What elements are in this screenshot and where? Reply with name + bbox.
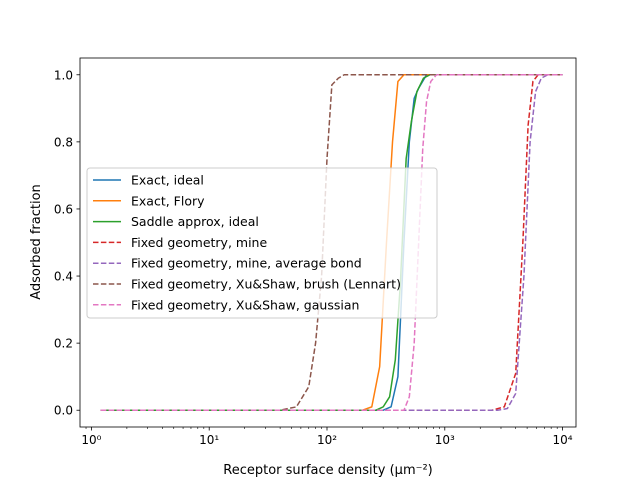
x-tick-label: 10¹ (199, 433, 219, 447)
x-tick-label: 10⁴ (553, 433, 573, 447)
y-tick-label: 0.8 (54, 135, 73, 149)
legend-label: Fixed geometry, Xu&Shaw, brush (Lennart) (131, 277, 401, 292)
y-axis-label: Adsorbed fraction (29, 184, 44, 300)
legend-frame (86, 167, 438, 319)
y-tick-label: 0.2 (54, 337, 73, 351)
y-tick-label: 1.0 (54, 68, 73, 82)
legend-label: Fixed geometry, mine (131, 235, 267, 250)
legend-label: Exact, ideal (131, 173, 204, 188)
series-line-7 (100, 74, 563, 411)
y-axis-ticks: 0.0 0.2 0.4 0.6 0.8 1.0 (54, 68, 80, 418)
legend-label: Saddle approx, ideal (131, 214, 259, 229)
x-tick-label: 10² (317, 433, 337, 447)
y-tick-label: 0.4 (54, 270, 73, 284)
x-axis-ticks: 10⁰ 10¹ 10² 10³ 10⁴ (81, 427, 573, 447)
legend: Exact, ideal Exact, Flory Saddle approx, i… (86, 167, 438, 319)
x-tick-label: 10⁰ (81, 433, 101, 447)
legend-label: Fixed geometry, mine, average bond (131, 256, 362, 271)
x-tick-label: 10³ (435, 433, 455, 447)
series-line-5 (100, 74, 563, 411)
legend-label: Fixed geometry, Xu&Shaw, gaussian (131, 297, 359, 312)
y-tick-label: 0.6 (54, 202, 73, 216)
x-axis-label: Receptor surface density (μm⁻²) (223, 463, 433, 478)
axes-frame (79, 57, 577, 428)
y-tick-label: 0.0 (54, 404, 73, 418)
legend-label: Exact, Flory (131, 193, 205, 208)
